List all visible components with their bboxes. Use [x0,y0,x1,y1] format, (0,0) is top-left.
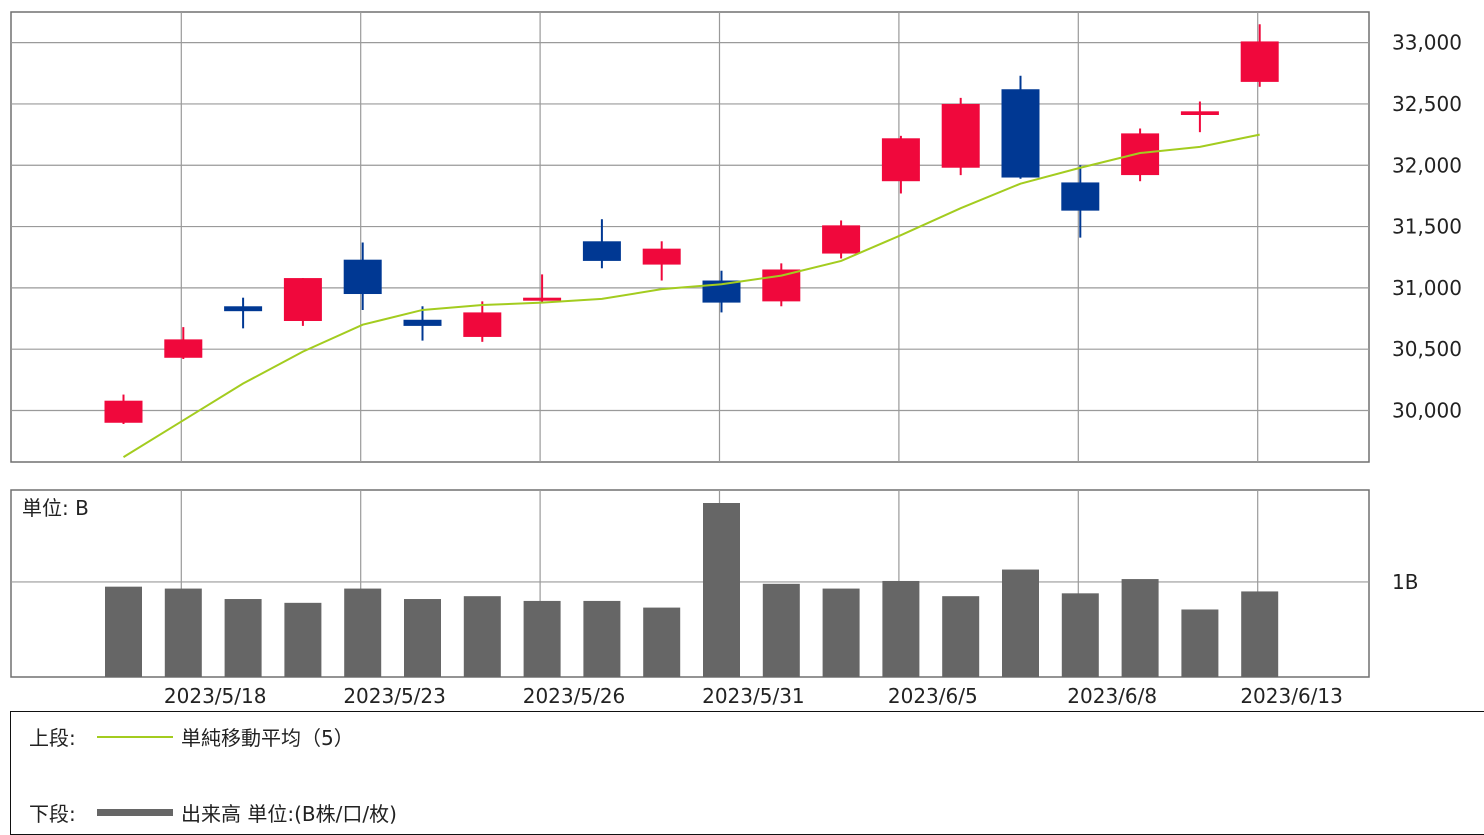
volume-bar [703,503,740,677]
legend-lower-label: 出来高 単位:(B株/口/枚) [181,802,397,826]
volume-bar [284,602,322,677]
candle-body-down [403,319,442,326]
volume-bar [105,586,142,677]
candle-body-up [523,297,562,301]
volume-bar [164,588,202,677]
candle-body-up [1180,111,1219,115]
legend-lower: 下段: 出来高 単位:(B株/口/枚) [29,798,397,827]
stock-chart: 30,000 30,500 31,000 31,500 32,000 32,500 33,0… [10,11,1462,708]
sma5-line [122,133,1260,458]
candle-body-up [463,312,502,337]
candle-body-up [1121,133,1160,176]
candle-body-up [104,400,143,423]
candle-body-up [941,103,980,168]
volume-unit-label: 単位: B [22,496,89,520]
candle-body-down [702,280,741,303]
lower-panel-frame [10,489,1370,678]
candle-body-down [224,306,263,312]
legend-upper-label: 単純移動平均（5） [181,726,354,750]
y-tick-label: 32,500 [1392,92,1462,116]
x-tick-label: 2023/6/13 [1240,684,1343,708]
candle-body-up [1240,41,1279,82]
legend-volume-swatch [97,809,173,816]
volume-bar [822,588,860,677]
x-tick-label: 2023/5/23 [343,684,446,708]
y-tick-label: 30,000 [1392,399,1462,423]
volume-bar [1241,591,1279,677]
upper-panel-frame [10,11,1370,463]
volume-bar [882,580,920,677]
candle-body-up [283,278,322,321]
volume-bar [583,600,621,677]
volume-bar [344,588,382,677]
volume-bar [523,600,561,677]
candle-body-up [762,269,801,302]
y-tick-label: 1B [1392,570,1418,594]
candle-body-up [164,339,203,358]
candle-body-down [1001,89,1040,178]
y-tick-labels: 30,000 30,500 31,000 31,500 32,000 32,500 33,0… [1392,31,1462,594]
y-tick-label: 30,500 [1392,337,1462,361]
volume-bar [1061,593,1099,677]
x-tick-label: 2023/5/31 [702,684,805,708]
volume-bars [105,503,1279,677]
x-tick-label: 2023/5/26 [523,684,626,708]
volume-bar [224,599,262,677]
candlesticks [104,24,1279,424]
candle-body-down [582,241,621,261]
y-tick-label: 32,000 [1392,153,1462,177]
candle-body-down [1061,182,1100,211]
legend-upper: 上段: 単純移動平均（5） [29,722,354,751]
x-tick-label: 2023/6/8 [1067,684,1157,708]
volume-bar [1002,569,1039,677]
y-tick-label: 31,000 [1392,276,1462,300]
legend-lower-prefix: 下段: [29,802,76,826]
volume-bar [1121,579,1159,677]
x-tick-label: 2023/6/5 [888,684,978,708]
legend-sma-swatch [97,735,173,738]
legend-box: 上段: 単純移動平均（5） 下段: 出来高 単位:(B株/口/枚) [10,711,1484,835]
candle-body-up [642,248,681,265]
y-tick-label: 31,500 [1392,215,1462,239]
candle-body-down [343,259,382,295]
volume-bar [463,596,501,677]
volume-bar [643,607,681,677]
y-tick-label: 33,000 [1392,31,1462,55]
candle-body-up [881,138,920,182]
volume-bar [762,583,800,677]
x-tick-label: 2023/5/18 [164,684,267,708]
volume-bar [942,596,980,677]
volume-bar [1181,609,1219,677]
x-tick-labels: 2023/5/18 2023/5/23 2023/5/26 2023/5/31 2023… [164,684,1343,708]
legend-upper-prefix: 上段: [29,726,76,750]
candle-body-up [822,225,861,254]
volume-bar [404,599,441,677]
